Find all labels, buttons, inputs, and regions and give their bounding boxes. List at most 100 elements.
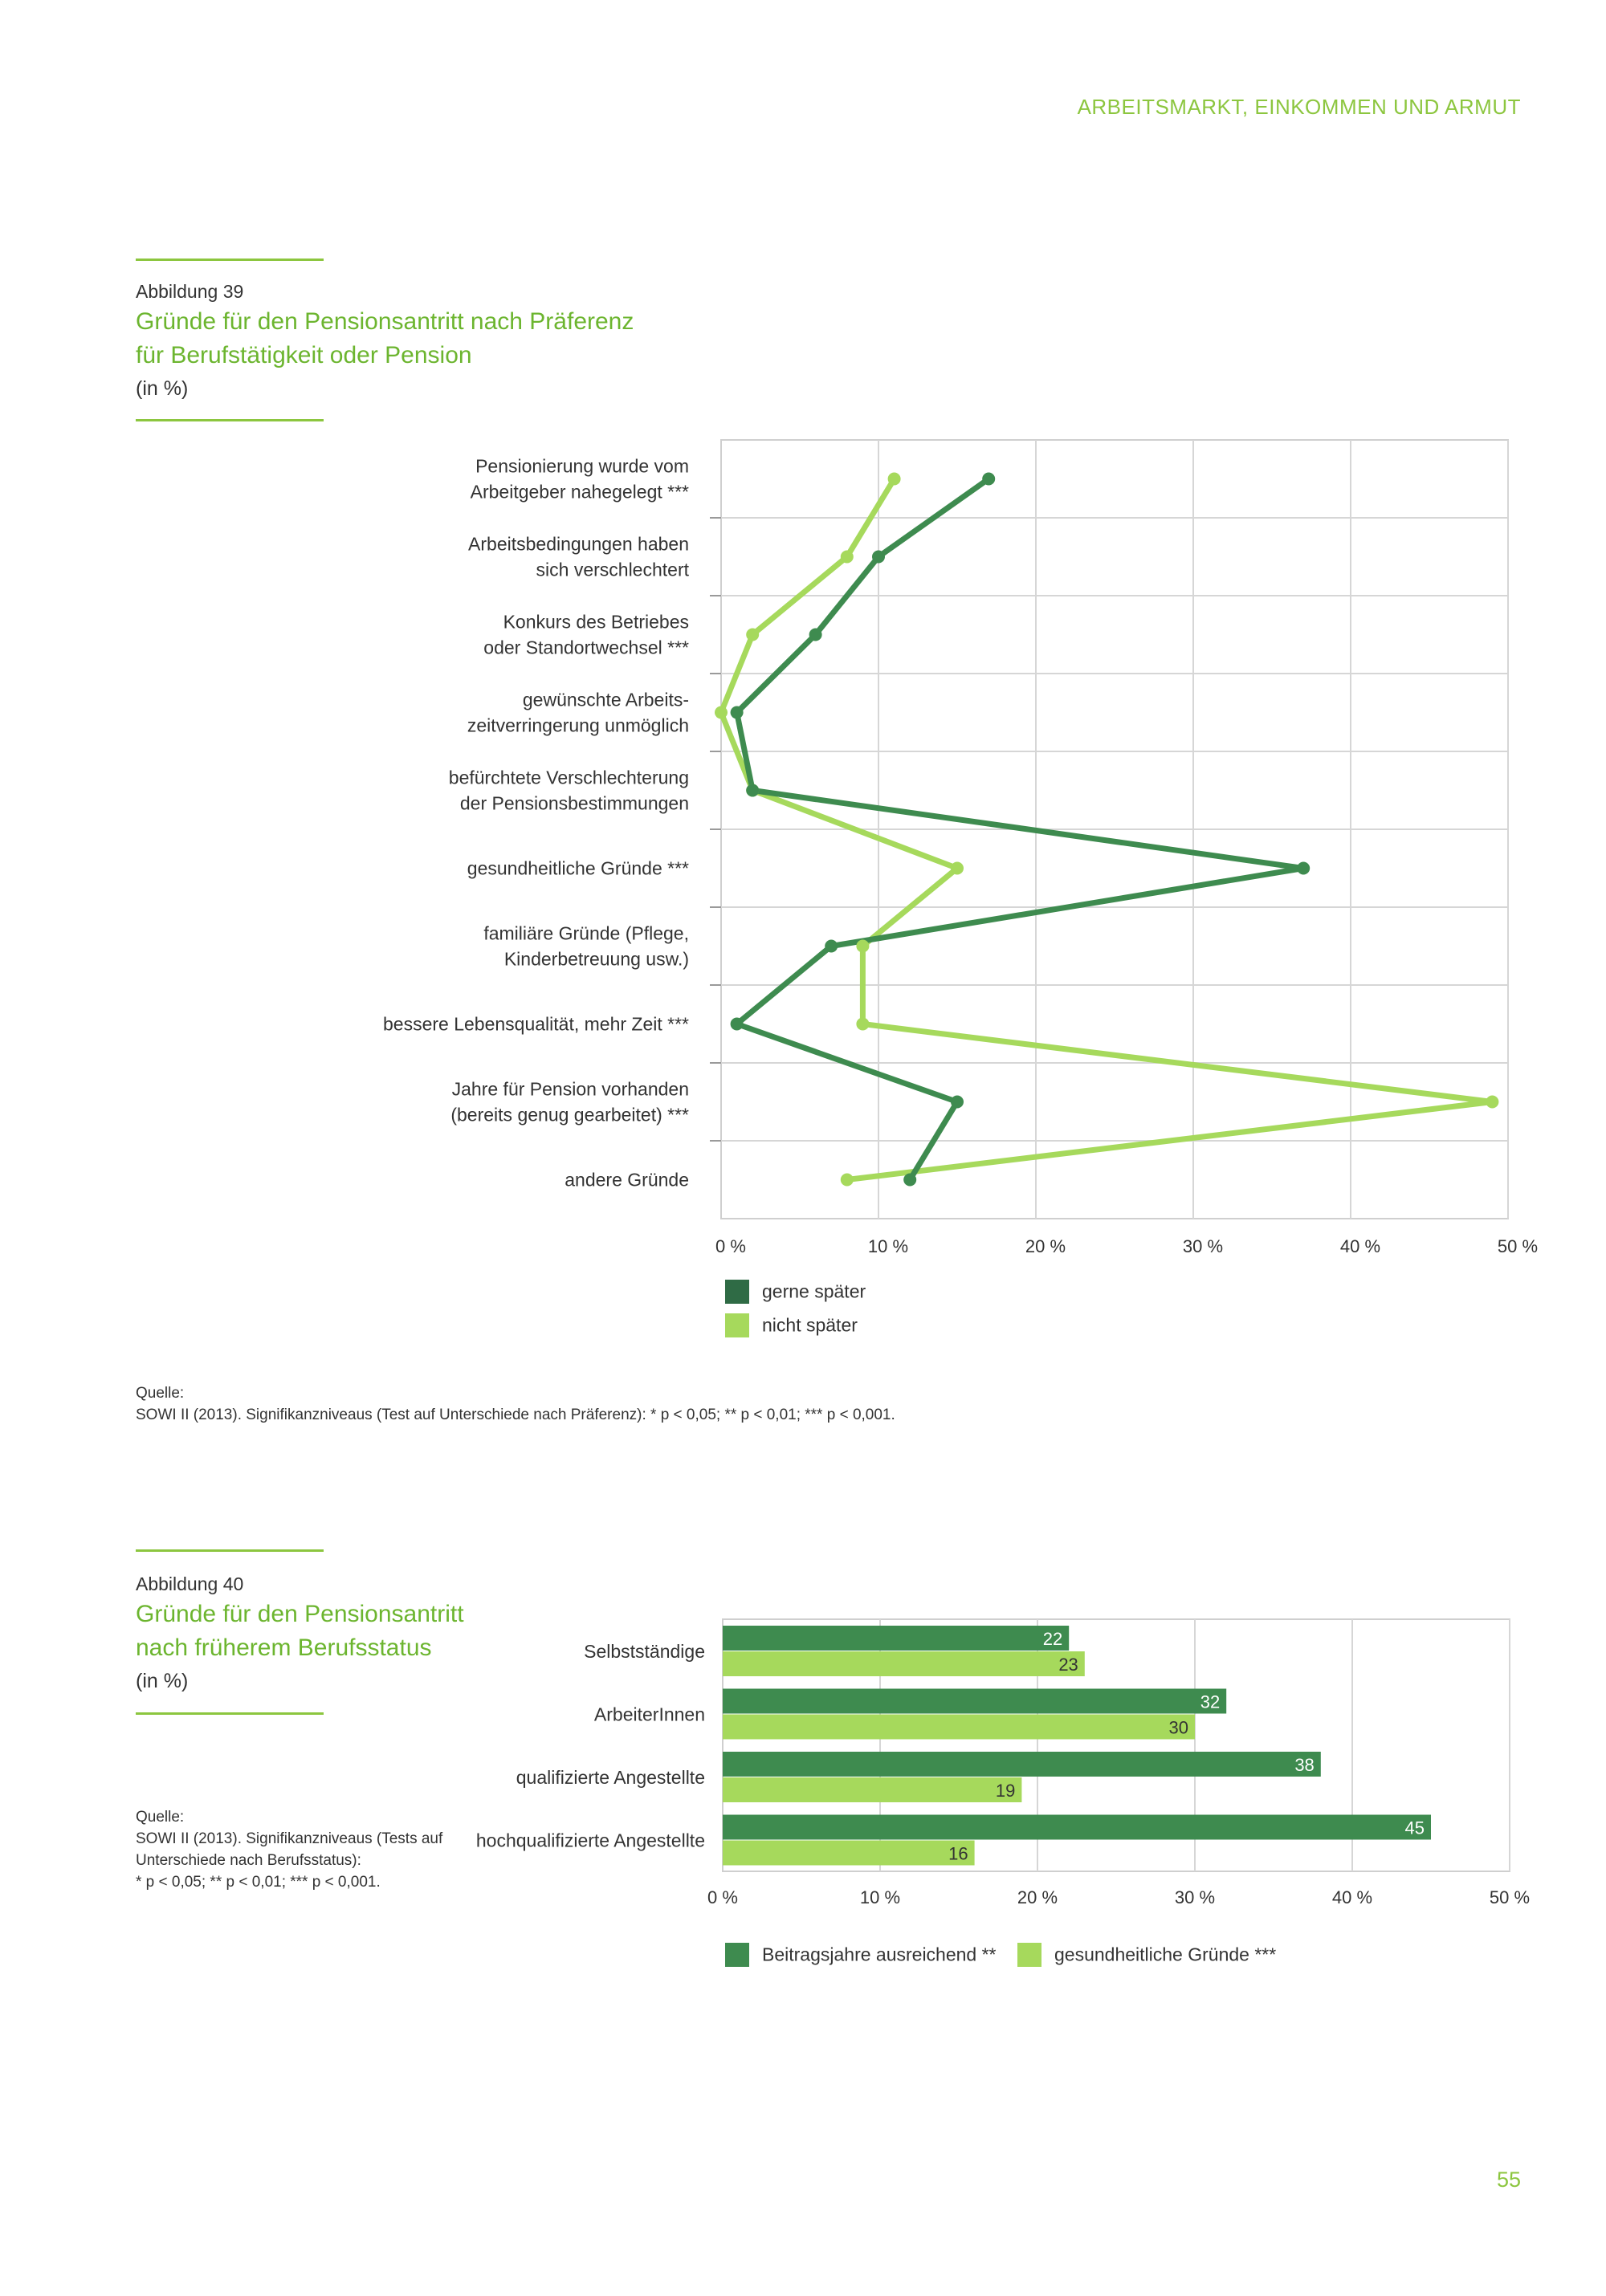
figure-40-label: Abbildung 40 [136, 1573, 244, 1594]
legend-item-gesundheitliche-gruende: gesundheitliche Gründe *** [1017, 1943, 1276, 1967]
data-point [1297, 861, 1310, 875]
bar [723, 1714, 1195, 1740]
y-category-label: (bereits genug gearbeitet) *** [450, 1105, 689, 1126]
bar [723, 1688, 1227, 1714]
figure-39-line-chart: 0 % 10 % 20 % 30 % 40 % 50 % Pensionierung wur… [383, 439, 1538, 1256]
figure-39-source: Quelle: SOWI II (2013). Signifikanznivea… [136, 1382, 895, 1426]
y-category-label: zeitverringerung unmöglich [467, 715, 689, 736]
data-point [856, 939, 870, 953]
data-point [840, 550, 854, 564]
bar [723, 1626, 1070, 1651]
data-point [809, 628, 822, 641]
figure-39-source-heading: Quelle: [136, 1385, 185, 1402]
data-point [825, 939, 838, 953]
figure-40-top-rule [136, 1549, 324, 1552]
data-point [903, 1173, 917, 1187]
legend-item-nicht-spaeter: nicht später [725, 1313, 858, 1337]
series-line [734, 476, 1306, 1183]
page-number: 55 [1496, 2168, 1521, 2192]
bar-value-label: 32 [1200, 1692, 1220, 1712]
y-category-label: gesundheitliche Gründe *** [467, 858, 689, 879]
x-tick-label: 50 % [1490, 1887, 1530, 1907]
bar [723, 1752, 1321, 1777]
y-category-label: familiäre Gründe (Pflege, [483, 923, 689, 944]
y-category-label: der Pensionsbestimmungen [460, 793, 689, 814]
legend-item-beitragsjahre: Beitragsjahre ausreichend ** [725, 1943, 997, 1967]
bar [723, 1840, 975, 1866]
legend-swatch-dark [725, 1943, 749, 1967]
y-category-label: Selbstständige [584, 1641, 705, 1662]
figure-40-source: Quelle: SOWI II (2013). Signifikanznivea… [136, 1806, 442, 1893]
y-category-label: bessere Lebensqualität, mehr Zeit *** [383, 1014, 689, 1035]
bar [723, 1651, 1085, 1676]
y-category-label: Arbeitgeber nahegelegt *** [471, 482, 689, 503]
x-tick-label: 30 % [1175, 1887, 1215, 1907]
figure-39-title: Gründe für den Pensionsantritt nach Präf… [136, 305, 634, 372]
y-category-label: Konkurs des Betriebes [503, 612, 689, 633]
figure-40-source-line2: Unterschiede nach Berufsstatus): [136, 1852, 361, 1869]
figure-40-source-line3: * p < 0,05; ** p < 0,01; *** p < 0,001. [136, 1874, 381, 1891]
y-category-label: Pensionierung wurde vom [475, 456, 689, 477]
legend-label: Beitragsjahre ausreichend ** [762, 1944, 997, 1965]
x-tick-label: 40 % [1340, 1236, 1380, 1256]
y-category-label: Jahre für Pension vorhanden [452, 1079, 689, 1100]
figure-40-bar-chart: 0 % 10 % 20 % 30 % 40 % 50 % Selbstständige 22 2… [476, 1618, 1530, 1907]
running-header: ARBEITSMARKT, EINKOMMEN UND ARMUT [1077, 95, 1521, 119]
bar-value-label: 23 [1058, 1655, 1078, 1675]
y-category-label: Arbeitsbedingungen haben [468, 534, 689, 555]
figure-39-title-line2: für Berufstätigkeit oder Pension [136, 342, 472, 368]
x-tick-label: 40 % [1332, 1887, 1372, 1907]
y-category-label: sich verschlechtert [536, 560, 690, 580]
data-point [951, 861, 964, 875]
legend-swatch-dark [725, 1280, 749, 1304]
x-tick-label: 20 % [1025, 1236, 1066, 1256]
figure-40-bottom-rule [136, 1712, 324, 1715]
legend-label: nicht später [762, 1314, 858, 1336]
data-point [746, 784, 760, 797]
figure-39-source-text: SOWI II (2013). Signifikanzniveaus (Test… [136, 1407, 895, 1423]
data-point [951, 1095, 964, 1109]
figure-39-top-rule [136, 259, 324, 261]
bar-value-label: 45 [1405, 1818, 1425, 1838]
figure-39-title-line1: Gründe für den Pensionsantritt nach Präf… [136, 308, 634, 335]
data-point [872, 550, 885, 564]
bar [723, 1777, 1022, 1802]
legend-swatch-light [725, 1313, 749, 1337]
figure-39-label: Abbildung 39 [136, 281, 244, 302]
legend-item-gerne-spaeter: gerne später [725, 1280, 866, 1304]
legend-swatch-light [1017, 1943, 1041, 1967]
data-point [1486, 1095, 1499, 1109]
data-point [887, 472, 901, 486]
bar-value-label: 38 [1294, 1755, 1314, 1775]
figure-40-title-line1: Gründe für den Pensionsantritt [136, 1601, 464, 1627]
data-point [856, 1017, 870, 1031]
data-point [746, 628, 760, 641]
data-point [730, 1017, 744, 1031]
x-tick-label: 0 % [715, 1236, 746, 1256]
figure-40-source-line1: SOWI II (2013). Signifikanzniveaus (Test… [136, 1830, 443, 1847]
figure-39-bottom-rule [136, 419, 324, 421]
data-point [715, 706, 728, 719]
y-category-label: andere Gründe [565, 1170, 689, 1191]
legend-label: gerne später [762, 1280, 866, 1302]
x-tick-label: 50 % [1498, 1236, 1538, 1256]
y-category-label: Kinderbetreuung usw.) [504, 949, 689, 970]
x-tick-label: 10 % [860, 1887, 900, 1907]
data-point [982, 472, 996, 486]
y-category-label: hochqualifizierte Angestellte [476, 1830, 705, 1851]
y-category-label: ArbeiterInnen [594, 1704, 705, 1725]
figure-40-title-line2: nach früherem Berufsstatus [136, 1634, 432, 1661]
x-tick-label: 20 % [1017, 1887, 1058, 1907]
series-line [718, 476, 1495, 1183]
data-point [730, 706, 744, 719]
x-tick-label: 10 % [868, 1236, 908, 1256]
x-tick-label: 30 % [1183, 1236, 1223, 1256]
figure-40-title: Gründe für den Pensionsantritt nach früh… [136, 1598, 464, 1665]
x-tick-label: 0 % [707, 1887, 738, 1907]
figure-40-unit: (in %) [136, 1670, 189, 1692]
figure-39-unit: (in %) [136, 377, 189, 400]
y-category-label: oder Standortwechsel *** [483, 637, 689, 658]
bar [723, 1814, 1431, 1840]
legend-label: gesundheitliche Gründe *** [1054, 1944, 1277, 1965]
y-category-label: gewünschte Arbeits- [523, 690, 689, 710]
